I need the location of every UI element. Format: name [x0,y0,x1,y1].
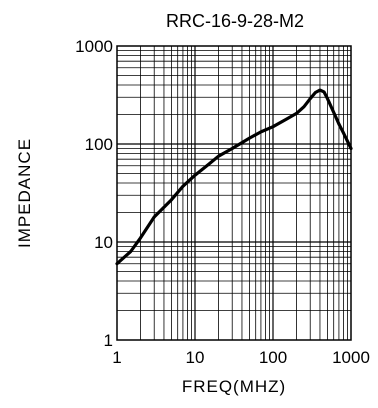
impedance-series-line [115,88,353,266]
tick-labels: 1 10 100 1000 1 10 100 1000 [75,37,370,367]
y-tick-label: 1000 [75,37,113,56]
x-tick-label: 10 [186,348,205,367]
x-tick-label: 1 [112,348,121,367]
grid [117,46,351,340]
x-axis-label: FREQ(MHZ) [182,377,286,396]
x-tick-label: 100 [259,348,287,367]
y-tick-label: 10 [94,233,113,252]
y-axis-label: IMPEDANCE [15,138,34,248]
y-tick-label: 100 [85,135,113,154]
y-tick-label: 1 [104,331,113,350]
chart-title: RRC-16-9-28-M2 [166,11,304,31]
x-tick-label: 1000 [332,348,370,367]
plot-frame [116,45,352,341]
series-layer [115,88,353,266]
